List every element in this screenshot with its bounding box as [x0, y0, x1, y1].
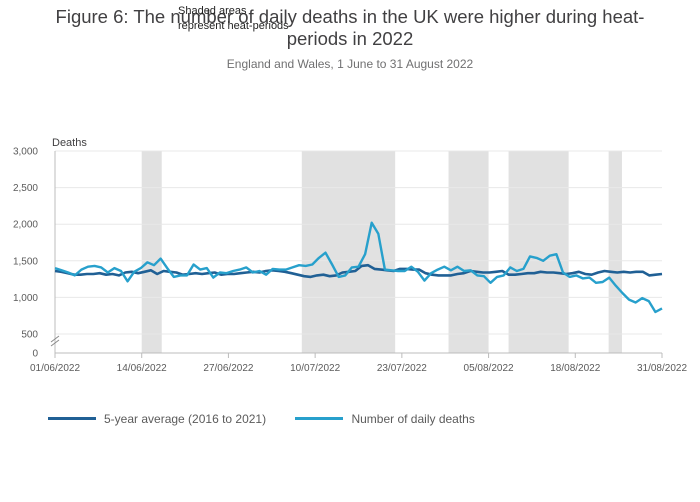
- x-tick-label: 27/06/2022: [203, 363, 253, 374]
- annotation-line-1: Shaded areas: [178, 5, 247, 17]
- x-tick-label: 23/07/2022: [377, 363, 427, 374]
- chart-title-line-2: periods in 2022: [286, 28, 414, 49]
- x-tick-label: 05/08/2022: [464, 363, 514, 374]
- y-tick-label: 1,000: [13, 293, 38, 304]
- heat-period-shading: [141, 151, 622, 353]
- x-tick-label: 31/08/2022: [637, 363, 687, 374]
- heat-period-band-3: [448, 151, 489, 353]
- legend: 5-year average (2016 to 2021) Number of …: [48, 409, 501, 426]
- y-axis-label: Deaths: [52, 137, 87, 149]
- series-line-5-year-average: [54, 263, 663, 279]
- legend-swatch-daily: [295, 417, 344, 420]
- x-tick-label: 18/08/2022: [550, 363, 600, 374]
- series-lines: [54, 221, 663, 314]
- legend-item-average[interactable]: 5-year average (2016 to 2021): [48, 412, 266, 426]
- legend-swatch-average: [48, 417, 96, 420]
- legend-item-daily[interactable]: Number of daily deaths: [295, 411, 475, 426]
- y-tick-label: 2,500: [13, 183, 38, 194]
- y-tick-label: 2,000: [13, 220, 38, 231]
- heat-period-band-2: [301, 151, 396, 353]
- chart-subtitle: England and Wales, 1 June to 31 August 2…: [226, 57, 474, 71]
- y-tick-label: 1,500: [13, 256, 38, 267]
- axes: 0 500 1,000 1,500 2,000 2,500 3,000 01/06/2022 1…: [13, 147, 687, 375]
- heat-period-band-4: [508, 151, 569, 353]
- heat-period-band-5: [608, 151, 622, 353]
- annotation-line-2: represent heat-periods: [178, 20, 289, 32]
- x-tick-label: 10/07/2022: [290, 363, 340, 374]
- y-tick-label: 0: [32, 349, 38, 360]
- legend-label-average: 5-year average (2016 to 2021): [104, 411, 267, 426]
- heat-period-annotation: Shaded areas represent heat-periods: [178, 4, 289, 34]
- chart-title: Figure 6: The number of daily deaths in …: [0, 6, 700, 50]
- y-tick-label: 3,000: [13, 147, 38, 158]
- y-tick-label: 500: [21, 330, 38, 341]
- heat-period-band-1: [141, 151, 162, 353]
- axis-break-mark: [50, 339, 60, 347]
- chart-title-line-1: Figure 6: The number of daily deaths in …: [55, 6, 645, 27]
- x-tick-label: 01/06/2022: [30, 363, 80, 374]
- axis-break-mark: [50, 335, 60, 343]
- gridlines: [55, 150, 662, 335]
- legend-label-daily: Number of daily deaths: [351, 411, 475, 426]
- line-chart: 0 500 1,000 1,500 2,000 2,500 3,000 01/06/2022 1…: [13, 137, 687, 375]
- series-line-daily-deaths: [54, 221, 663, 314]
- x-tick-label: 14/06/2022: [117, 363, 167, 374]
